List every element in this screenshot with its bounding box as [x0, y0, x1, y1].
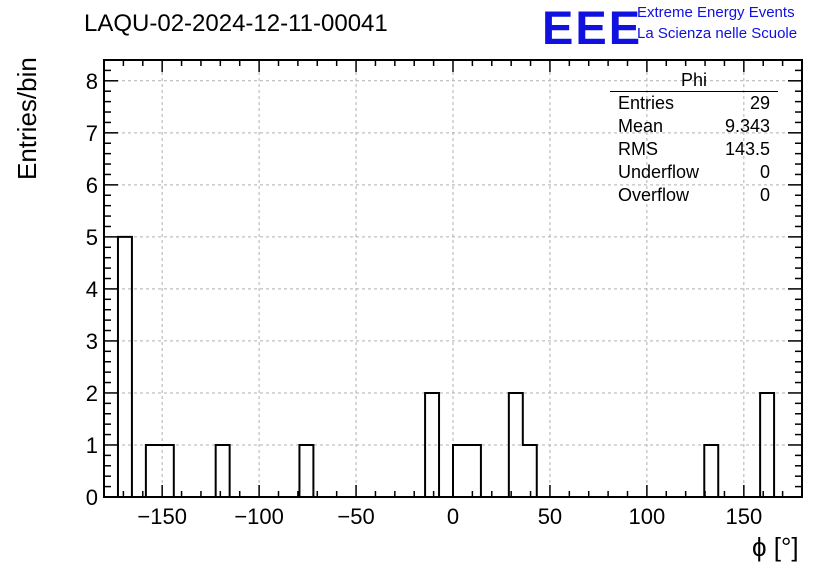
y-tick-label: 6 [86, 173, 98, 198]
histogram-bar [118, 237, 132, 497]
histogram-bar [146, 445, 160, 497]
stats-row: Mean 9.343 [610, 115, 778, 138]
x-tick-label: −100 [234, 504, 284, 529]
histogram-bar [299, 445, 313, 497]
stats-label: Entries [618, 93, 675, 113]
stats-label: RMS [618, 139, 658, 159]
stats-label: Overflow [618, 185, 690, 205]
stats-title: Phi [610, 70, 778, 92]
histogram-bar [704, 445, 718, 497]
histogram-bar [453, 445, 467, 497]
stats-box: Phi Entries 29 Mean 9.343 RMS 143.5 Underfl… [610, 70, 778, 207]
y-tick-label: 4 [86, 277, 98, 302]
y-tick-label: 1 [86, 433, 98, 458]
logo-tagline-2: La Scienza nelle Scuole [637, 25, 798, 42]
x-tick-label: 150 [725, 504, 762, 529]
x-axis-label: ϕ [°] [752, 532, 799, 562]
histogram-bar [216, 445, 230, 497]
x-tick-label: −50 [337, 504, 374, 529]
stats-row: Entries 29 [610, 92, 778, 115]
stats-row: RMS 143.5 [610, 138, 778, 161]
chart-title: LAQU-02-2024-12-11-00041 [84, 10, 388, 37]
stats-value: 143.5 [724, 139, 770, 159]
x-tick-label: 50 [538, 504, 562, 529]
stats-value: 0 [759, 185, 770, 205]
stats-row: Underflow 0 [610, 161, 778, 184]
y-tick-label: 2 [86, 381, 98, 406]
y-tick-label: 7 [86, 121, 98, 146]
x-tick-label: 0 [447, 504, 459, 529]
eee-logo: EEE [542, 1, 643, 54]
stats-label: Mean [618, 116, 664, 136]
stats-value: 9.343 [724, 116, 770, 136]
y-tick-label: 8 [86, 69, 98, 94]
x-tick-label: 100 [629, 504, 666, 529]
stats-row: Overflow 0 [610, 184, 778, 207]
stats-label: Underflow [618, 162, 700, 182]
logo-tagline-1: Extreme Energy Events [637, 4, 795, 21]
y-tick-label: 3 [86, 329, 98, 354]
y-tick-label: 0 [86, 485, 98, 510]
y-tick-label: 5 [86, 225, 98, 250]
x-tick-label: −150 [137, 504, 187, 529]
histogram-bar [467, 445, 481, 497]
histogram-bar [523, 445, 537, 497]
y-axis-label: Entries/bin [12, 57, 42, 180]
stats-value: 29 [749, 93, 770, 113]
stats-value: 0 [759, 162, 770, 182]
